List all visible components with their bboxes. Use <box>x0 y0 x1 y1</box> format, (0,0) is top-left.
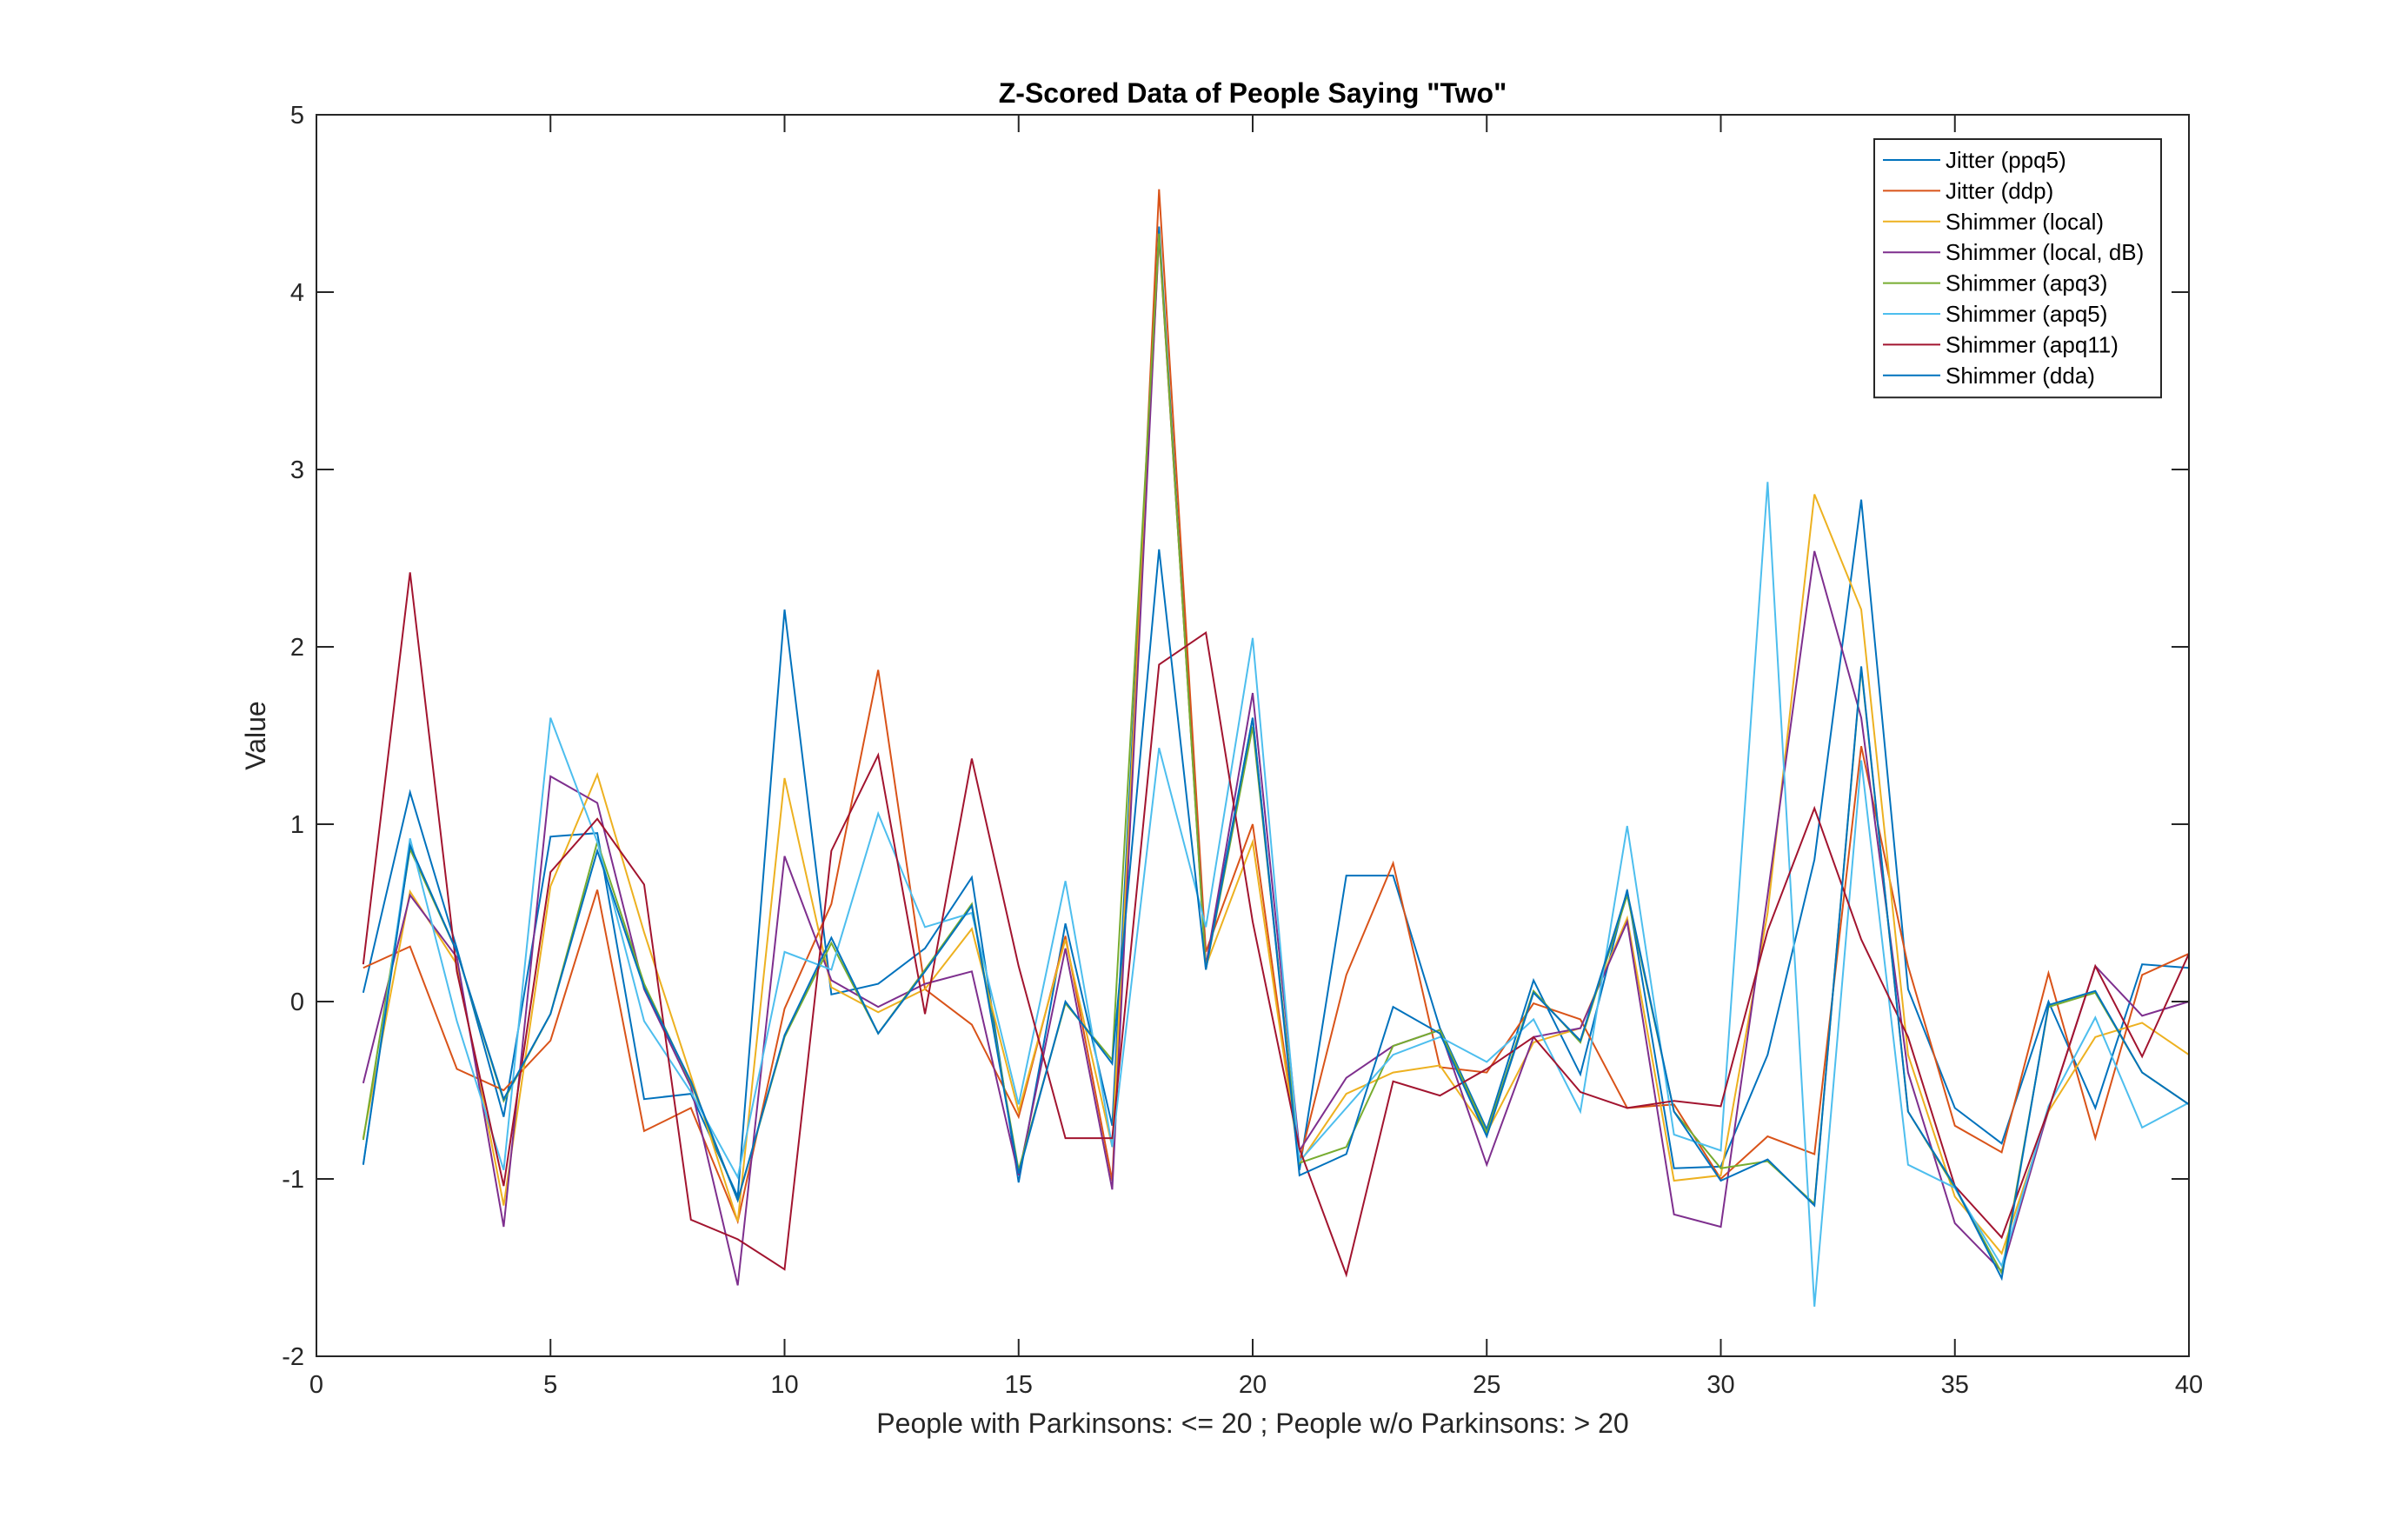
legend-label: Shimmer (apq11) <box>1946 331 2119 357</box>
legend-label: Jitter (ddp) <box>1946 177 2053 203</box>
chart-title: Z-Scored Data of People Saying "Two" <box>999 77 1507 109</box>
x-tick-label: 0 <box>309 1371 323 1399</box>
y-axis: -2 -1 0 1 2 3 4 5 <box>282 102 2189 1371</box>
y-tick-label: 1 <box>290 811 304 839</box>
y-tick-label: -2 <box>282 1343 304 1371</box>
legend-label: Shimmer (local) <box>1946 209 2104 235</box>
x-tick-label: 30 <box>1706 1371 1734 1399</box>
y-tick-label: 3 <box>290 456 304 484</box>
series-line-7 <box>362 572 2190 1278</box>
y-tick-label: 2 <box>290 634 304 662</box>
series-line-8 <box>362 549 2190 1282</box>
legend-label: Shimmer (local, dB) <box>1946 239 2144 265</box>
legend-label: Shimmer (apq5) <box>1946 301 2107 327</box>
y-axis-label: Value <box>240 701 271 769</box>
y-tick-label: 4 <box>290 279 304 307</box>
x-tick-label: 25 <box>1473 1371 1500 1399</box>
series-line-3 <box>362 236 2190 1255</box>
x-tick-label: 40 <box>2175 1371 2203 1399</box>
legend: Jitter (ppq5) Jitter (ddp) Shimmer (local)… <box>1873 138 2162 399</box>
legend-label: Jitter (ppq5) <box>1946 147 2066 173</box>
y-tick-label: -1 <box>282 1166 304 1194</box>
series-layer <box>362 189 2190 1307</box>
x-tick-label: 20 <box>1239 1371 1267 1399</box>
legend-label: Shimmer (apq3) <box>1946 270 2107 296</box>
y-tick-label: 5 <box>290 102 304 130</box>
x-tick-label: 15 <box>1005 1371 1033 1399</box>
x-tick-label: 35 <box>1941 1371 1969 1399</box>
legend-label: Shimmer (dda) <box>1946 363 2095 389</box>
legend-box <box>1873 138 2162 399</box>
x-axis: 0 5 10 15 20 25 30 35 40 <box>309 115 2203 1399</box>
x-axis-label: People with Parkinsons: <= 20 ; People w… <box>876 1408 1628 1439</box>
x-tick-label: 10 <box>770 1371 798 1399</box>
series-line-2 <box>363 189 2190 1225</box>
x-tick-label: 5 <box>543 1371 557 1399</box>
y-tick-label: 0 <box>290 989 304 1016</box>
